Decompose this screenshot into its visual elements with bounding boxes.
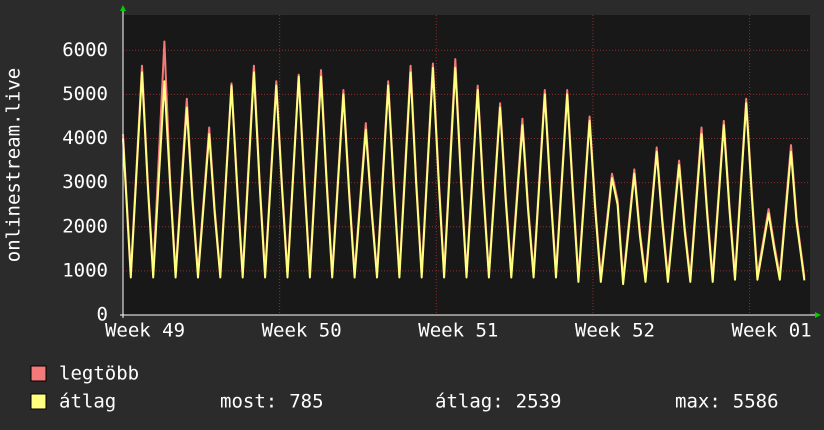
y-tick-label: 1000 xyxy=(62,259,108,281)
legend-label: legtöbb xyxy=(59,363,139,385)
stat-label: átlag: xyxy=(435,391,504,413)
x-tick-label: Week 50 xyxy=(262,320,342,342)
stat-value: 785 xyxy=(289,391,323,413)
y-tick-label: 0 xyxy=(97,304,108,326)
x-tick-label: Week 52 xyxy=(575,320,655,342)
axis-arrow xyxy=(120,5,126,11)
legend-swatch xyxy=(30,393,47,410)
legend-label: átlag xyxy=(59,391,116,413)
y-tick-label: 2000 xyxy=(62,215,108,237)
series-line xyxy=(122,66,806,286)
stat-label: most: xyxy=(220,391,277,413)
x-tick-label: Week 49 xyxy=(105,320,185,342)
y-tick-label: 4000 xyxy=(62,127,108,149)
axis-arrow xyxy=(815,312,821,318)
stat-value: 2539 xyxy=(516,391,562,413)
y-tick-label: 5000 xyxy=(62,83,108,105)
y-tick-label: 6000 xyxy=(62,39,108,61)
x-tick-label: Week 51 xyxy=(418,320,498,342)
x-tick-label: Week 01 xyxy=(732,320,812,342)
stat-value: 5586 xyxy=(733,391,779,413)
legend-swatch xyxy=(30,365,47,382)
y-axis-label: onlinestream.live xyxy=(3,68,25,262)
stat-label: max: xyxy=(675,391,721,413)
y-tick-label: 3000 xyxy=(62,171,108,193)
